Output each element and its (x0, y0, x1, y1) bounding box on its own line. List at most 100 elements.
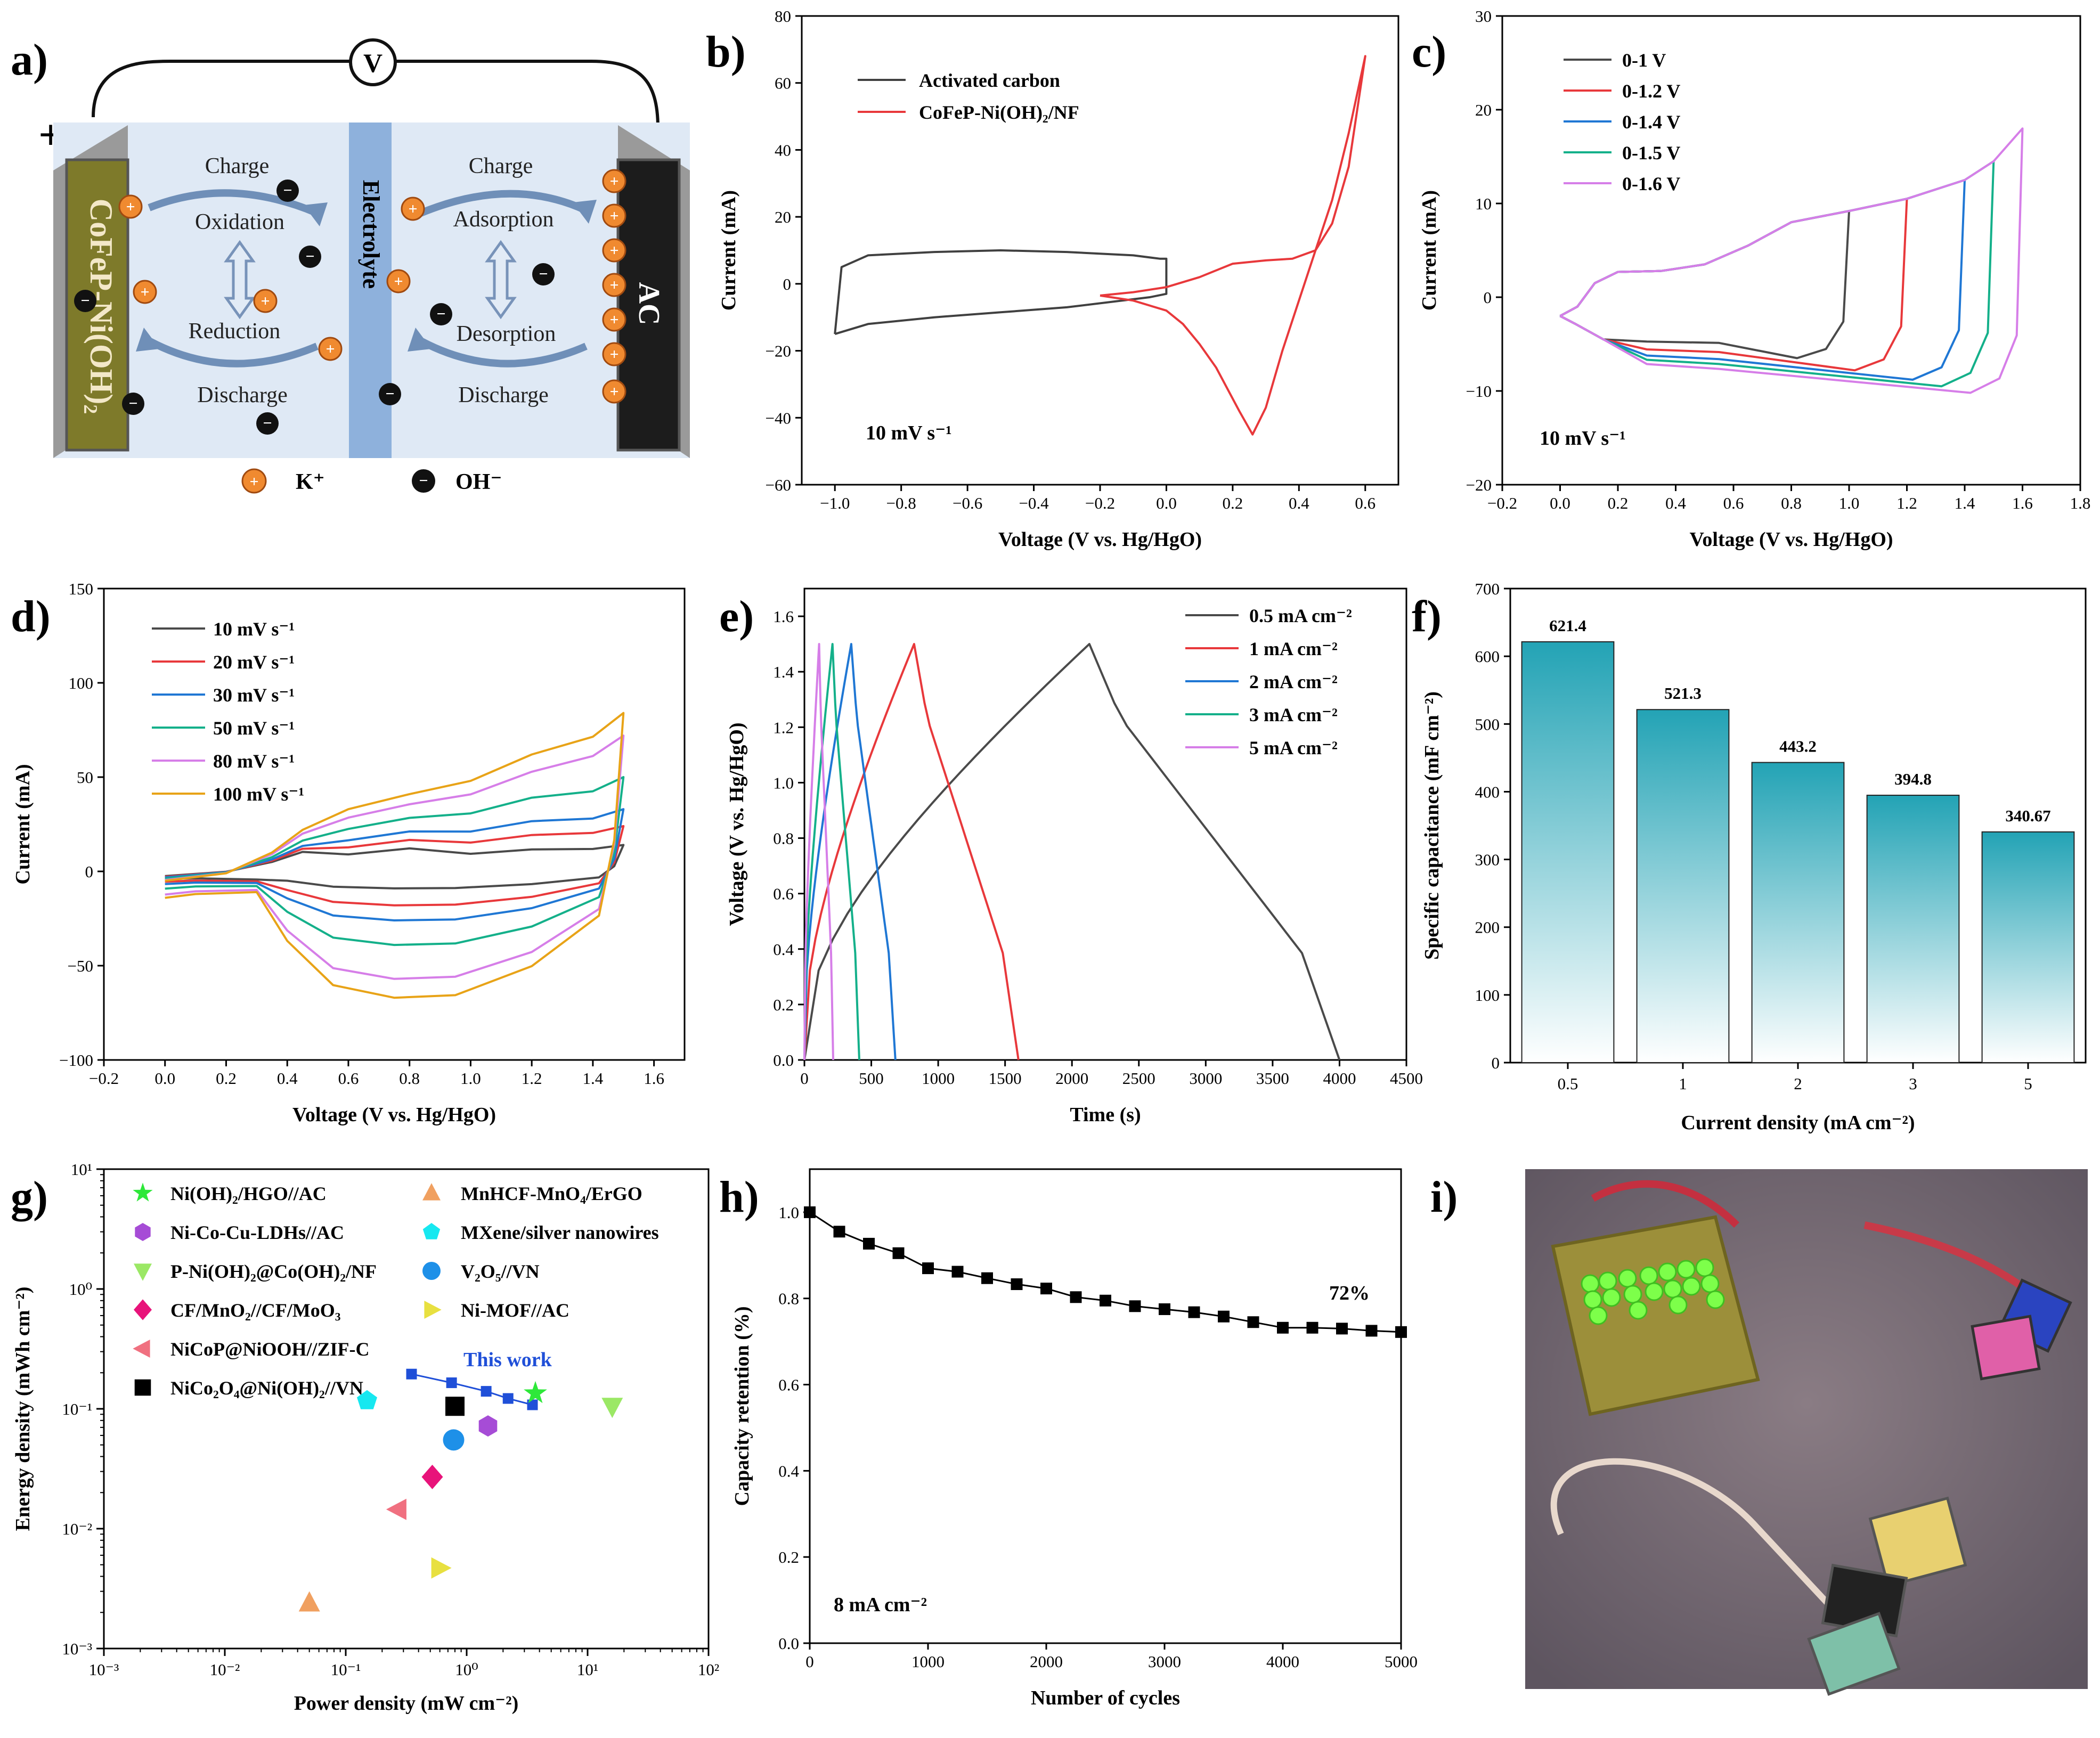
k-legend-label: K⁺ (296, 470, 325, 494)
h-ytick-label: 0.8 (778, 1290, 799, 1308)
e-ytick-label: 0.8 (773, 829, 794, 848)
potassium-ion-sign: + (325, 340, 335, 358)
hydroxide-ion-sign: − (80, 292, 89, 309)
c-ytick-label: −20 (1466, 476, 1492, 494)
g-ytick-label: 10⁻² (62, 1520, 92, 1538)
hydroxide-ion-icon (122, 393, 144, 415)
led-icon (1602, 1288, 1621, 1307)
g-point-2 (601, 1398, 623, 1418)
retention-point (1159, 1303, 1170, 1315)
c-xtick-label: 1.8 (2070, 494, 2091, 512)
e-ytick-label: 0.4 (773, 940, 794, 959)
potassium-ion-icon (602, 273, 626, 297)
panel-label-c: c) (1412, 27, 1446, 77)
hydroxide-ion-sign: − (283, 182, 292, 199)
legend-d-5: 100 mV s⁻¹ (213, 784, 304, 805)
panel-label-h: h) (719, 1172, 759, 1222)
legend-marker-g-8 (422, 1262, 441, 1280)
legend-marker-g-5 (134, 1379, 151, 1396)
g-point-8 (443, 1429, 465, 1451)
led-icon (1668, 1295, 1688, 1315)
potassium-ion-sign: + (609, 242, 618, 259)
d-xtick-label: 1.4 (583, 1069, 604, 1088)
g-point-7 (357, 1390, 377, 1409)
reduction-label: Reduction (189, 319, 281, 344)
legend-e-0: 0.5 mA cm⁻² (1249, 605, 1352, 626)
binder-clip-icon (1807, 1278, 2072, 1696)
g-xtick-label: 10⁰ (455, 1660, 478, 1679)
h-xtick-label: 0 (805, 1652, 814, 1671)
bar-value-label: 621.4 (1549, 616, 1586, 635)
legend-g-7: MXene/silver nanowires (461, 1222, 659, 1243)
c-ytick-label: 10 (1475, 194, 1492, 213)
d-xtick-label: 1.0 (460, 1069, 481, 1088)
e-xtick-label: 1000 (922, 1069, 955, 1088)
legend-c-4: 0-1.6 V (1622, 173, 1680, 194)
bar-value-label: 443.2 (1779, 737, 1817, 756)
e-xtick-label: 3000 (1189, 1069, 1222, 1088)
c-xtick-label: 1.0 (1839, 494, 1860, 512)
legend-g-1: Ni-Co-Cu-LDHs//AC (170, 1222, 344, 1243)
legend-e-1: 1 mA cm⁻² (1249, 638, 1338, 659)
b-ytick-label: 20 (775, 208, 791, 226)
hydroxide-ion-sign: − (263, 414, 272, 432)
d-xtick-label: −0.2 (89, 1069, 119, 1088)
retention-point (981, 1272, 993, 1284)
retention-point (1129, 1300, 1141, 1312)
retention-point (1395, 1326, 1407, 1338)
g-ytick-label: 10⁻³ (62, 1639, 92, 1658)
b-ytick-label: 40 (775, 141, 791, 159)
legend-d-2: 30 mV s⁻¹ (213, 684, 295, 706)
f-ytick-label: 300 (1475, 851, 1500, 869)
e-xtick-label: 3500 (1256, 1069, 1289, 1088)
panel-d-series-2 (165, 808, 625, 921)
f-ytick-label: 100 (1475, 986, 1500, 1005)
retention-point (1011, 1278, 1023, 1291)
h-xlabel: Number of cycles (1031, 1687, 1180, 1709)
legend-d-3: 50 mV s⁻¹ (213, 717, 295, 739)
panel-e-series-0 (803, 643, 1341, 1060)
potassium-ion-icon (318, 337, 343, 361)
legend-e-3: 3 mA cm⁻² (1249, 704, 1338, 725)
double-arrows (224, 240, 517, 320)
c-ytick-label: 30 (1475, 7, 1492, 26)
e-xtick-label: 4000 (1323, 1069, 1356, 1088)
oxidation-label: Oxidation (195, 210, 284, 234)
left-discharge-label: Discharge (197, 383, 288, 407)
bar-value-label: 340.67 (2005, 806, 2050, 825)
b-xtick-label: −0.2 (1085, 494, 1115, 512)
potassium-ion-sign: + (609, 311, 618, 329)
legend-c-2: 0-1.4 V (1622, 111, 1680, 133)
legend-marker-g-3 (134, 1299, 152, 1320)
b-ytick-label: 60 (775, 74, 791, 93)
b-ylabel: Current (mA) (718, 190, 740, 311)
retention-point (892, 1247, 905, 1259)
panel-d-series-4 (165, 735, 625, 980)
potassium-ion-sign: + (609, 207, 618, 225)
red-wire-icon (1591, 1180, 1739, 1228)
led-icon (1695, 1258, 1714, 1277)
panel-b-cv-comparison: −1.0 −0.8 −0.6 −0.4 −0.2 0.0 0.2 0.4 0.6 −60 −40 −2… (718, 7, 1399, 551)
panel-label-d: d) (11, 592, 51, 641)
e-xtick-label: 2500 (1122, 1069, 1155, 1088)
f-xtick-label: 1 (1679, 1074, 1687, 1093)
right-discharge-label: Discharge (458, 383, 549, 407)
electrolyte-label: Electrolyte (358, 180, 384, 289)
panel-i-led-photo (1525, 1169, 2088, 1696)
g-xtick-label: 10⁻² (210, 1660, 240, 1679)
e-ytick-label: 0.6 (773, 885, 794, 903)
retention-point (1306, 1321, 1318, 1334)
f-xtick-label: 0.5 (1558, 1074, 1578, 1093)
potassium-ion-icon (602, 203, 626, 228)
oh-legend-icon-sign: − (419, 472, 428, 489)
oh-legend-label: OH⁻ (455, 470, 502, 494)
e-ytick-label: 1.2 (773, 718, 794, 737)
d-axes-frame (103, 588, 686, 1061)
legend-d-4: 80 mV s⁻¹ (213, 750, 295, 772)
potassium-ion-icon (602, 307, 626, 332)
bar-5 (1981, 831, 2075, 1063)
panel-e-series-4 (803, 643, 834, 1060)
panel-e-series-3 (803, 643, 860, 1060)
d-xtick-label: 0.4 (277, 1069, 298, 1088)
e-ytick-label: 1.0 (773, 773, 794, 792)
